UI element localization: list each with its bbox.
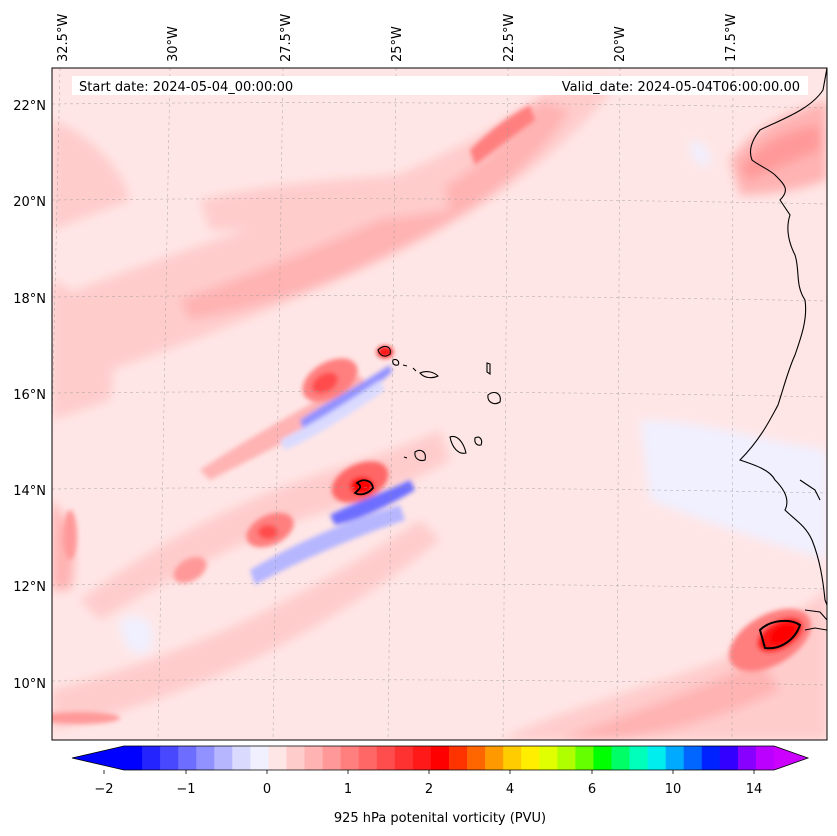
colorbar-swatch [449, 746, 468, 770]
colorbar-tick: 10 [665, 782, 682, 797]
lat-label: 20°N [13, 195, 46, 210]
colorbar-swatch [142, 746, 161, 770]
lat-label: 22°N [13, 99, 46, 114]
colorbar-swatch [286, 746, 306, 770]
coastline [738, 68, 827, 650]
lon-tick-labels: 32.5°W 30°W 27.5°W 25°W 22.5°W 20°W 17.5… [56, 14, 739, 62]
colorbar-tick: −2 [94, 782, 113, 797]
colorbar-swatch [701, 746, 721, 770]
colorbar-swatch [629, 746, 649, 770]
colorbar-swatch [178, 746, 197, 770]
colorbar-swatch [196, 746, 215, 770]
colorbar-swatch [232, 746, 251, 770]
lat-label: 16°N [13, 388, 46, 403]
lon-label: 17.5°W [724, 14, 739, 62]
colorbar-swatch [412, 746, 432, 770]
lon-label: 20°W [613, 26, 628, 62]
colorbar-swatch [340, 746, 360, 770]
colorbar-swatch [647, 746, 667, 770]
colorbar-swatch [755, 746, 775, 770]
colorbar-swatch [322, 746, 342, 770]
colorbar-tick: 1 [344, 782, 352, 797]
lat-label: 10°N [13, 677, 46, 692]
start-date-label: Start date: 2024-05-04_00:00:00 [79, 80, 293, 95]
lon-label: 32.5°W [56, 14, 71, 62]
colorbar-swatch [124, 746, 143, 770]
colorbar-swatch [394, 746, 414, 770]
colorbar-swatch [683, 746, 703, 770]
lat-label: 12°N [13, 580, 46, 595]
colorbar-swatch [503, 746, 522, 770]
colorbar-title: 925 hPa potenital vorticity (PVU) [334, 811, 546, 826]
lon-label: 25°W [390, 26, 405, 62]
colorbar-tick: 2 [425, 782, 433, 797]
valid-date-label: Valid_date: 2024-05-04T06:00:00.00 [562, 80, 800, 95]
colorbar-swatch [376, 746, 396, 770]
colorbar-swatch [358, 746, 378, 770]
colorbar-swatch [593, 746, 613, 770]
colorbar-extend-min [72, 746, 124, 770]
colorbar-tick: 14 [746, 782, 763, 797]
lon-label: 22.5°W [502, 14, 517, 62]
lat-label: 14°N [13, 484, 46, 499]
colorbar-swatch [467, 746, 486, 770]
colorbar-tick: −1 [176, 782, 195, 797]
colorbar-outline [71, 745, 810, 771]
pv-field [52, 68, 827, 740]
colorbar-swatch [250, 746, 270, 770]
colorbar-swatch [430, 746, 450, 770]
colorbar-swatch [485, 746, 504, 770]
colorbar [71, 745, 810, 774]
colorbar-tick-labels: −2 −1 0 1 2 4 6 10 14 [94, 782, 762, 797]
colorbar-swatch [575, 746, 595, 770]
colorbar-extend-max [774, 746, 808, 770]
colorbar-tick: 4 [506, 782, 514, 797]
colorbar-swatch [737, 746, 757, 770]
colorbar-swatch [214, 746, 233, 770]
colorbar-swatch [539, 746, 558, 770]
cape-verde-islands [353, 345, 501, 496]
colorbar-swatch [719, 746, 739, 770]
colorbar-swatch [304, 746, 324, 770]
colorbar-swatch [160, 746, 179, 770]
colorbar-swatch [611, 746, 631, 770]
colorbar-tick: 0 [263, 782, 271, 797]
lat-label: 18°N [13, 292, 46, 307]
colorbar-swatch [665, 746, 685, 770]
lon-label: 30°W [166, 26, 181, 62]
map-frame [51, 67, 828, 741]
colorbar-swatch [557, 746, 576, 770]
colorbar-tick: 6 [588, 782, 596, 797]
colorbar-swatch [521, 746, 540, 770]
colorbar-swatch [268, 746, 288, 770]
header-band [72, 76, 808, 95]
lon-label: 27.5°W [279, 14, 294, 62]
lat-tick-labels: 22°N 20°N 18°N 16°N 14°N 12°N 10°N [13, 99, 46, 692]
